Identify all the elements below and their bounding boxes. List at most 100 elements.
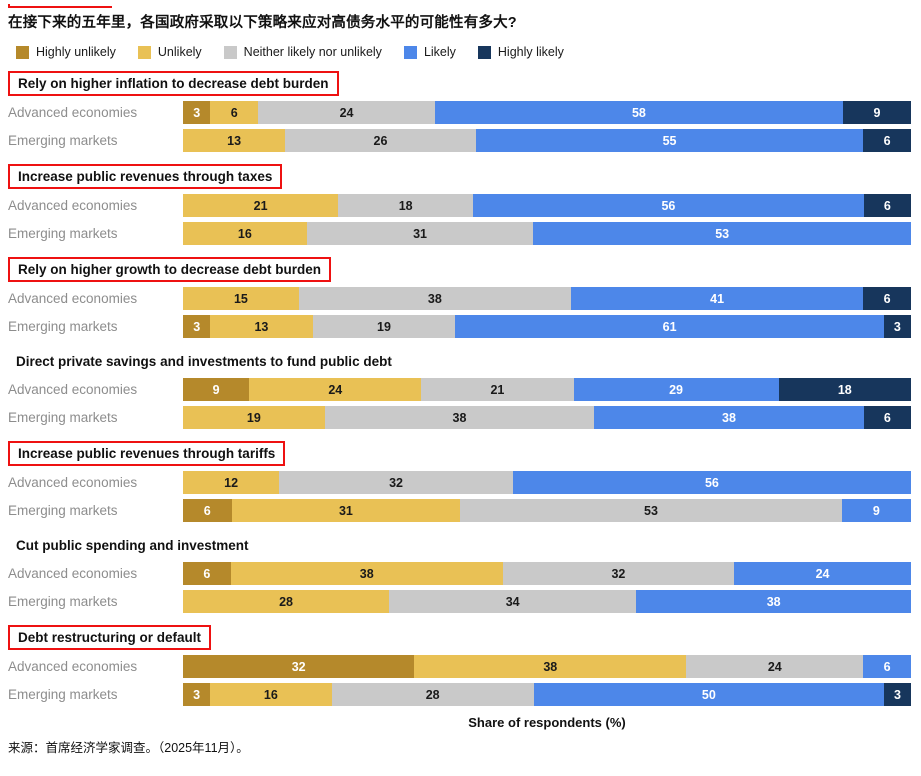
- bar-segment-unlikely: 16: [210, 683, 332, 706]
- strategy-title: Rely on higher inflation to decrease deb…: [8, 71, 339, 96]
- row-label: Emerging markets: [8, 410, 118, 425]
- strategy-title: Debt restructuring or default: [8, 625, 212, 650]
- bar-segment-neither-likely-nor-unlikely: 31: [306, 222, 534, 245]
- legend: Highly unlikely Unlikely Neither likely no…: [16, 45, 911, 59]
- bar-segment-neither-likely-nor-unlikely: 34: [389, 590, 637, 613]
- stacked-bar: 3 16 28 50 3: [183, 683, 911, 706]
- bar-segment-highly-likely: 9: [842, 101, 911, 124]
- bar-row: Advanced economies 9 24 21 29 18: [8, 378, 912, 401]
- legend-item: Likely: [403, 45, 456, 59]
- bar-segment-highly-unlikely: 3: [183, 315, 211, 338]
- row-label: Advanced economies: [8, 475, 138, 490]
- row-label: Advanced economies: [8, 382, 138, 397]
- bar-segment-likely: 38: [594, 406, 864, 429]
- bar-segment-likely: 53: [533, 222, 912, 245]
- bar-segment-neither-likely-nor-unlikely: 38: [324, 406, 595, 429]
- bar-segment-unlikely: 24: [249, 378, 422, 401]
- row-label: Advanced economies: [8, 198, 138, 213]
- bar-segment-neither-likely-nor-unlikely: 32: [279, 471, 513, 494]
- bar-segment-highly-unlikely: 3: [183, 101, 211, 124]
- bar-segment-highly-unlikely: 32: [183, 655, 415, 678]
- bar-row: Emerging markets 16 31 53: [8, 222, 912, 245]
- legend-swatch-likely: [403, 45, 417, 59]
- bar-row: Advanced economies 21 18 56 6: [8, 194, 911, 217]
- row-label: Emerging markets: [8, 226, 118, 241]
- strategy-group: Cut public spending and investment Advanc…: [8, 534, 911, 613]
- legend-item: Neither likely nor unlikely: [223, 45, 382, 59]
- bar-segment-likely: 58: [434, 101, 843, 124]
- bar-segment-likely: 56: [512, 471, 911, 494]
- legend-label: Highly likely: [497, 45, 564, 59]
- bar-row: Emerging markets 28 34 38: [8, 590, 911, 613]
- bar-row: Advanced economies 6 38 32 24: [8, 562, 911, 585]
- stacked-bar: 28 34 38: [183, 590, 911, 613]
- bar-segment-unlikely: 38: [414, 655, 687, 678]
- stacked-bar: 6 38 32 24: [183, 562, 911, 585]
- bar-segment-neither-likely-nor-unlikely: 53: [460, 499, 842, 522]
- bar-segment-highly-likely: 6: [863, 406, 912, 429]
- bar-row: Emerging markets 6 31 53 9: [8, 499, 911, 522]
- stacked-bar: 15 38 41 6: [183, 287, 912, 310]
- legend-label: Neither likely nor unlikely: [243, 45, 382, 59]
- bar-segment-likely: 6: [863, 655, 911, 678]
- legend-item: Highly unlikely: [16, 45, 116, 59]
- bar-row: Emerging markets 13 26 55 6: [8, 129, 911, 152]
- stacked-bar: 3 6 24 58 9: [183, 101, 911, 124]
- bar-segment-unlikely: 21: [183, 194, 339, 217]
- bar-segment-likely: 41: [570, 287, 864, 310]
- x-axis-label: Share of respondents (%): [468, 715, 626, 730]
- bar-segment-likely: 55: [475, 129, 864, 152]
- stacked-bar: 21 18 56 6: [183, 194, 911, 217]
- bar-segment-likely: 50: [533, 683, 884, 706]
- row-label: Emerging markets: [8, 319, 118, 334]
- legend-item: Unlikely: [137, 45, 202, 59]
- source-note: 来源：首席经济学家调查。（2025年11月）。: [8, 741, 249, 755]
- bar-row: Emerging markets 3 16 28 50 3: [8, 683, 911, 706]
- bar-segment-unlikely: 31: [231, 499, 461, 522]
- legend-swatch-highly-likely: [477, 45, 491, 59]
- bar-segment-neither-likely-nor-unlikely: 24: [686, 655, 864, 678]
- bar-segment-likely: 9: [841, 499, 911, 522]
- row-label: Advanced economies: [8, 659, 138, 674]
- row-label: Emerging markets: [8, 503, 118, 518]
- clipped-highlight-box: [8, 4, 112, 8]
- bar-segment-unlikely: 12: [183, 471, 280, 494]
- bar-row: Emerging markets 3 13 19 61 3: [8, 315, 912, 338]
- strategy-group: Increase public revenues through taxes Ad…: [8, 164, 912, 245]
- legend-label: Likely: [423, 45, 456, 59]
- row-label: Emerging markets: [8, 594, 118, 609]
- strategy-title: Rely on higher growth to decrease debt b…: [8, 257, 332, 282]
- bar-segment-highly-unlikely: 6: [183, 499, 232, 522]
- row-label: Emerging markets: [8, 687, 118, 702]
- bar-segment-highly-unlikely: 9: [183, 378, 250, 401]
- bar-segment-highly-likely: 6: [863, 129, 911, 152]
- bar-segment-unlikely: 19: [183, 406, 325, 429]
- strategy-group: Rely on higher inflation to decrease deb…: [8, 71, 911, 152]
- legend-item: Highly likely: [477, 45, 564, 59]
- stacked-bar: 13 26 55 6: [183, 129, 911, 152]
- bar-segment-unlikely: 28: [183, 590, 390, 613]
- bar-row: Emerging markets 19 38 38 6: [8, 406, 912, 429]
- bar-segment-unlikely: 13: [183, 129, 286, 152]
- bar-segment-neither-likely-nor-unlikely: 19: [312, 315, 456, 338]
- bar-segment-likely: 24: [734, 562, 911, 585]
- bar-segment-highly-likely: 6: [863, 194, 911, 217]
- stacked-bar: 19 38 38 6: [183, 406, 912, 429]
- bar-segment-neither-likely-nor-unlikely: 32: [502, 562, 735, 585]
- bar-segment-neither-likely-nor-unlikely: 26: [285, 129, 476, 152]
- strategy-title: Increase public revenues through taxes: [8, 164, 283, 189]
- page-title: 在接下来的五年里，各国政府采取以下策略来应对高债务水平的可能性有多大?: [8, 15, 517, 31]
- bar-segment-likely: 61: [455, 315, 884, 338]
- bar-segment-neither-likely-nor-unlikely: 24: [258, 101, 435, 124]
- bar-segment-highly-likely: 6: [863, 287, 912, 310]
- legend-label: Unlikely: [157, 45, 202, 59]
- bar-segment-unlikely: 6: [210, 101, 259, 124]
- bar-segment-highly-likely: 18: [778, 378, 912, 401]
- bar-row: Advanced economies 12 32 56: [8, 471, 911, 494]
- bar-segment-highly-unlikely: 6: [183, 562, 231, 585]
- legend-swatch-unlikely: [137, 45, 151, 59]
- stacked-bar: 6 31 53 9: [183, 499, 911, 522]
- stacked-bar: 12 32 56: [183, 471, 911, 494]
- row-label: Emerging markets: [8, 133, 118, 148]
- bar-segment-likely: 38: [636, 590, 911, 613]
